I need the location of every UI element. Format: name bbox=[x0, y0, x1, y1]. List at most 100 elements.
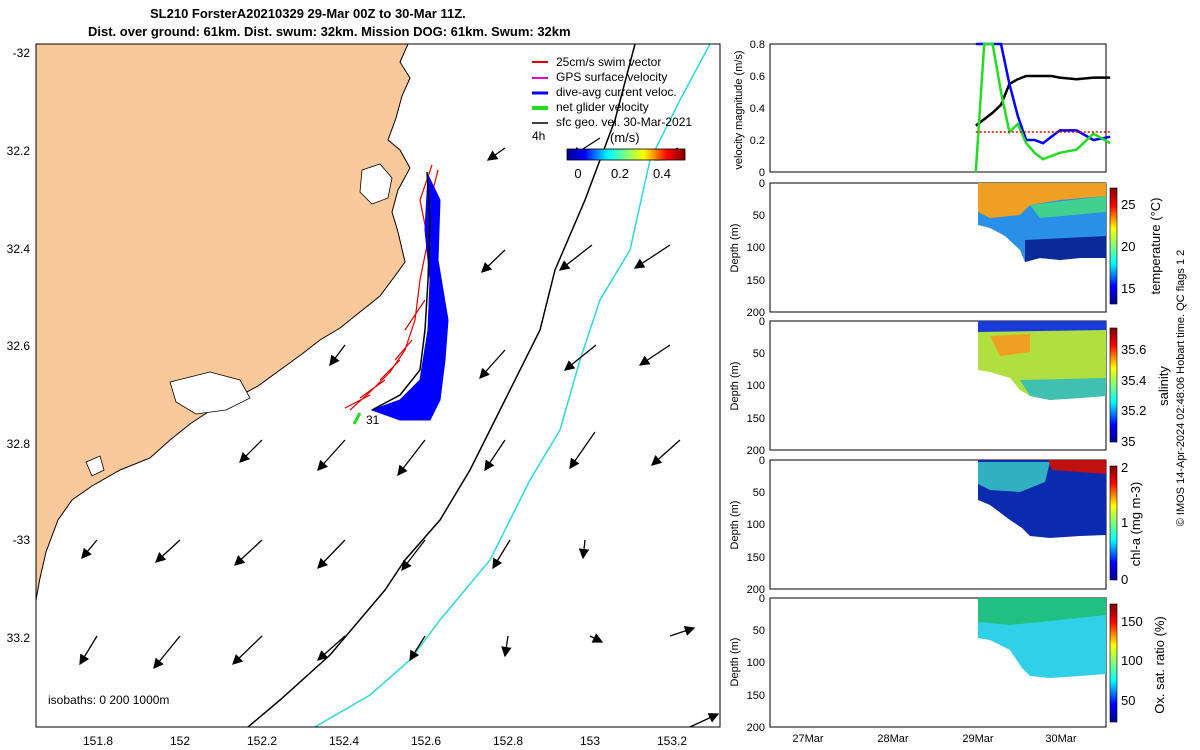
figure-title-line2: Dist. over ground: 61km. Dist. swum: 32k… bbox=[88, 24, 571, 39]
velocity-series-0 bbox=[975, 74, 1111, 127]
map-ytick-3: 32.4 bbox=[7, 242, 31, 256]
map-xtick-8: 153.2 bbox=[657, 734, 687, 748]
colorbar-tick-02: 0.2 bbox=[611, 166, 629, 181]
map-legend: 25cm/s swim vector GPS surface velocity … bbox=[532, 55, 692, 181]
velocity-series-2 bbox=[974, 42, 1111, 173]
map-ytick-4: 32.6 bbox=[7, 339, 31, 353]
sal-ytick-4: 200 bbox=[747, 445, 765, 457]
chl-clabel: chl-a (mg m-3) bbox=[1128, 482, 1143, 567]
temperature-warm-layer bbox=[978, 183, 1106, 218]
ox-ytick-0: 0 bbox=[759, 593, 765, 605]
temperature-mid-layer bbox=[1030, 196, 1106, 218]
map-x-ticks: 151.8 152 152.2 152.4 152.6 152.8 153 15… bbox=[83, 734, 687, 748]
salinity-deep-layer bbox=[1020, 378, 1106, 400]
sal-ctick-354: 35.4 bbox=[1121, 373, 1146, 388]
chl-ytick-0: 0 bbox=[759, 455, 765, 467]
ox-ytick-4: 200 bbox=[747, 722, 765, 734]
chl-ytick-3: 150 bbox=[747, 552, 765, 564]
legend-gps-velocity: GPS surface velocity bbox=[556, 70, 667, 84]
temperature-panel: 0 50 100 150 200 Depth (m) 15 20 25 temp… bbox=[729, 178, 1163, 319]
sal-ytick-2: 100 bbox=[747, 380, 765, 392]
temp-ytick-3: 150 bbox=[747, 275, 765, 287]
lake-3 bbox=[85, 455, 105, 477]
chl-ytick-4: 200 bbox=[747, 584, 765, 596]
legend-swim-vector: 25cm/s swim vector bbox=[556, 55, 661, 69]
ox-ctick-100: 100 bbox=[1121, 653, 1143, 668]
ox-ytick-2: 100 bbox=[747, 657, 765, 669]
map-ytick-6: -33 bbox=[13, 533, 31, 547]
map-ytick-7: 33.2 bbox=[7, 631, 31, 645]
salinity-high-core bbox=[990, 334, 1030, 356]
vel-ytick-2: 0.4 bbox=[750, 103, 765, 115]
velocity-panel: 0 0.2 0.4 0.6 0.8 velocity magnitude (m/… bbox=[733, 39, 1111, 179]
chl-ctick-2: 2 bbox=[1121, 460, 1128, 475]
glider-label: 31 bbox=[366, 413, 380, 427]
temp-ytick-1: 50 bbox=[753, 210, 765, 222]
temp-ylabel: Depth (m) bbox=[729, 224, 741, 273]
map-xtick-5: 152.6 bbox=[411, 734, 441, 748]
chl-ytick-1: 50 bbox=[753, 487, 765, 499]
temp-ytick-0: 0 bbox=[759, 178, 765, 190]
ox-ytick-1: 50 bbox=[753, 625, 765, 637]
map-panel: 31 bbox=[36, 44, 720, 727]
sal-ytick-0: 0 bbox=[759, 316, 765, 328]
isobaths-note: isobaths: 0 200 1000m bbox=[48, 693, 169, 707]
sal-ctick-356: 35.6 bbox=[1121, 342, 1146, 357]
glider-track: 31 bbox=[344, 164, 449, 427]
oxygen-panel: 0 50 100 150 200 Depth (m) 50 100 150 Ox… bbox=[729, 593, 1167, 734]
temp-ytick-2: 100 bbox=[747, 242, 765, 254]
track-line bbox=[371, 171, 431, 411]
figure-title-line1: SL210 ForsterA20210329 29-Mar 00Z to 30-… bbox=[150, 6, 466, 21]
chla-colorbar bbox=[1109, 465, 1118, 581]
salinity-surface-layer bbox=[978, 321, 1106, 332]
map-xtick-6: 152.8 bbox=[493, 734, 523, 748]
ox-clabel: Ox. sat. ratio (%) bbox=[1152, 616, 1167, 714]
chl-ctick-1: 1 bbox=[1121, 515, 1128, 530]
timeline-x-ticks: 27Mar 28Mar 29Mar 30Mar bbox=[792, 733, 1077, 745]
vel-ytick-0: 0 bbox=[759, 167, 765, 179]
chla-bloom-layer bbox=[978, 462, 1050, 492]
ox-ytick-3: 150 bbox=[747, 690, 765, 702]
net-velocity-vector bbox=[352, 412, 362, 425]
map-ytick-2: 32.2 bbox=[7, 144, 31, 158]
sal-ctick-352: 35.2 bbox=[1121, 403, 1146, 418]
chl-ctick-0: 0 bbox=[1121, 572, 1128, 587]
ox-ylabel: Depth (m) bbox=[729, 638, 741, 687]
oxygen-colorbar bbox=[1109, 603, 1118, 723]
legend-dive-avg-current: dive-avg current veloc. bbox=[556, 85, 677, 99]
temp-ctick-25: 25 bbox=[1121, 197, 1135, 212]
chl-ylabel: Depth (m) bbox=[729, 501, 741, 550]
xtick-28mar: 28Mar bbox=[877, 733, 909, 745]
temperature-deep-layer bbox=[1025, 236, 1106, 262]
xtick-30mar: 30Mar bbox=[1045, 733, 1077, 745]
imos-credit: © IMOS 14-Apr-2024 02:48:06 Hobart time.… bbox=[1175, 250, 1187, 527]
temp-clabel: temperature (°C) bbox=[1148, 198, 1163, 295]
velocity-series bbox=[974, 42, 1111, 173]
velocity-series-1 bbox=[975, 42, 1111, 145]
temperature-colorbar bbox=[1109, 187, 1118, 305]
sal-ylabel: Depth (m) bbox=[729, 362, 741, 411]
sal-ytick-3: 150 bbox=[747, 413, 765, 425]
map-ytick-1: -32 bbox=[13, 46, 31, 60]
colorbar-tick-0: 0 bbox=[574, 166, 581, 181]
map-frame bbox=[35, 43, 721, 728]
ox-ctick-50: 50 bbox=[1121, 693, 1135, 708]
vel-ytick-1: 0.2 bbox=[750, 135, 765, 147]
legend-interval: 4h bbox=[532, 129, 545, 143]
sal-ytick-1: 50 bbox=[753, 348, 765, 360]
salinity-colorbar bbox=[1109, 327, 1118, 443]
isobath-200m bbox=[247, 44, 636, 727]
ox-ctick-150: 150 bbox=[1121, 614, 1143, 629]
map-y-ticks: -32 32.2 32.4 32.6 32.8 -33 33.2 bbox=[7, 46, 31, 645]
sal-ctick-35: 35 bbox=[1121, 434, 1135, 449]
salinity-panel: 0 50 100 150 200 Depth (m) 35 35.2 35.4 … bbox=[729, 316, 1171, 457]
temp-ctick-15: 15 bbox=[1121, 281, 1135, 296]
map-xtick-4: 152.4 bbox=[329, 734, 359, 748]
sal-clabel: salinity bbox=[1156, 366, 1171, 406]
chla-panel: 0 50 100 150 200 Depth (m) 0 1 2 chl-a (… bbox=[729, 455, 1143, 596]
map-xtick-7: 153 bbox=[580, 734, 600, 748]
legend-net-glider-velocity: net glider velocity bbox=[556, 100, 649, 114]
chla-surface-max bbox=[1048, 460, 1106, 474]
map-xtick-2: 152 bbox=[170, 734, 190, 748]
legend-geostrophic-velocity: sfc geo. vel. 30-Mar-2021 bbox=[556, 115, 692, 129]
